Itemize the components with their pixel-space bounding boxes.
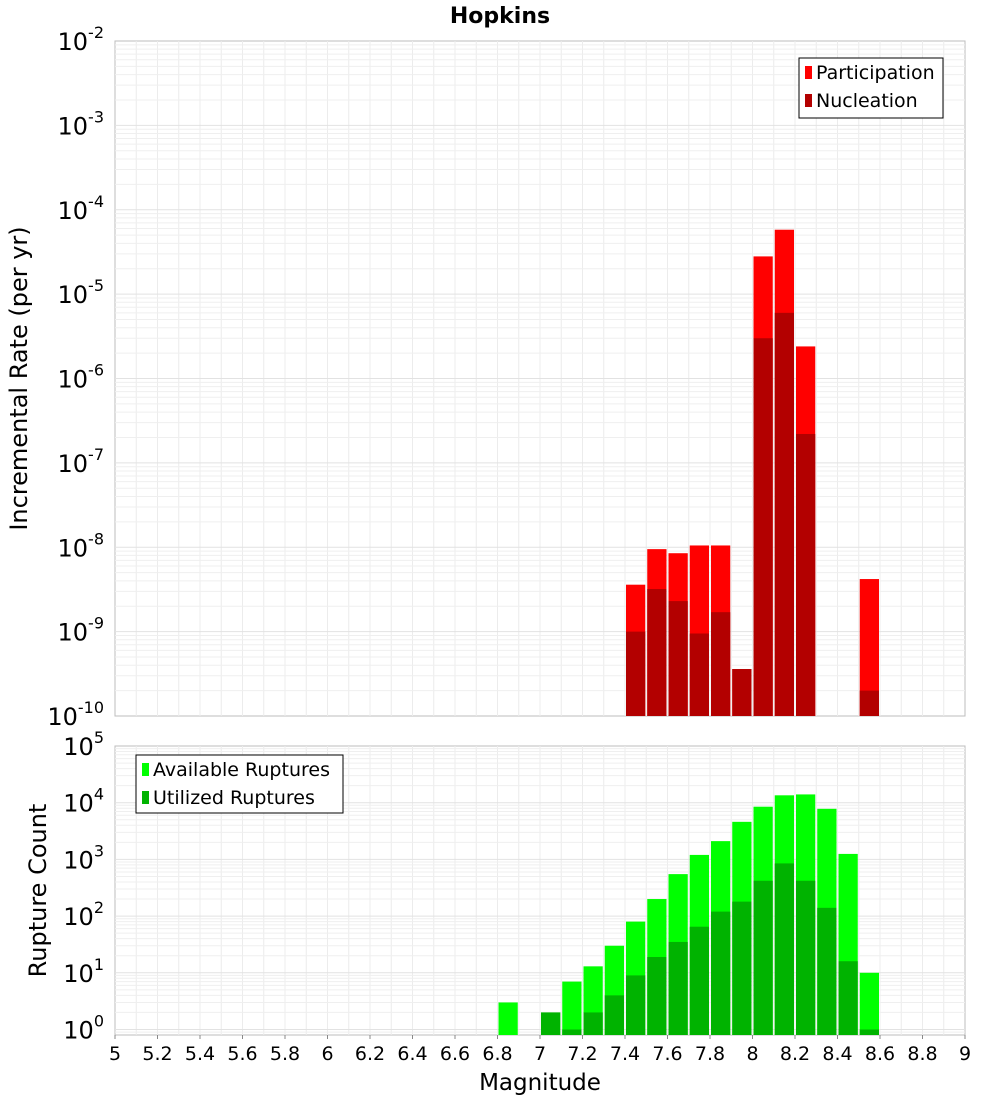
x-tick-label: 6.6 [440, 1043, 470, 1065]
bar-utilized-ruptures [647, 957, 667, 1035]
chart-title: Hopkins [450, 4, 550, 29]
bar-utilized-ruptures [689, 926, 709, 1035]
y-axis-label: Rupture Count [24, 804, 52, 978]
y-tick-label: 10-6 [58, 361, 105, 394]
x-tick-label: 5 [109, 1043, 121, 1065]
rate-panel: 10-10 10-9 10-8 10-7 10-6 10-5 10-4 10-3 10-2 Par… [5, 23, 966, 731]
bar-utilized-ruptures [859, 1029, 879, 1035]
bar-nucleation [626, 631, 646, 717]
bar-utilized-ruptures [796, 880, 816, 1035]
bar-utilized-ruptures [753, 880, 773, 1035]
legend-label: Participation [816, 62, 935, 84]
bar-utilized-ruptures [626, 975, 646, 1035]
x-tick-label: 7.8 [695, 1043, 725, 1065]
x-tick-label: 6.4 [397, 1043, 427, 1065]
legend-label: Nucleation [816, 90, 918, 112]
x-tick-label: 8.6 [865, 1043, 895, 1065]
legend-box [798, 57, 944, 119]
y-tick-label: 10-10 [47, 698, 104, 731]
bar-nucleation [774, 312, 794, 716]
bar-nucleation [668, 601, 688, 716]
legend-swatch [805, 66, 812, 79]
x-tick-label: 7 [534, 1043, 546, 1065]
y-tick-label: 101 [63, 955, 104, 988]
legend-box [135, 754, 344, 814]
x-tick-label: 5.8 [270, 1043, 300, 1065]
bar-utilized-ruptures [541, 1012, 561, 1035]
y-tick-label: 10-9 [58, 614, 105, 647]
bar-participation [859, 579, 879, 716]
bar-nucleation [796, 433, 816, 716]
x-tick-label: 6.8 [482, 1043, 512, 1065]
x-tick-label: 8.2 [780, 1043, 810, 1065]
legend-swatch [805, 94, 812, 107]
x-tick-label: 7.2 [567, 1043, 597, 1065]
bar-utilized-ruptures [604, 995, 624, 1035]
bar-utilized-ruptures [711, 911, 731, 1035]
x-tick-label: 8 [746, 1043, 758, 1065]
y-tick-label: 103 [63, 841, 104, 874]
y-tick-label: 104 [63, 785, 104, 818]
bar-nucleation [711, 612, 731, 716]
y-tick-label: 100 [63, 1012, 104, 1045]
bar-utilized-ruptures [562, 1029, 582, 1035]
bar-nucleation [732, 669, 752, 716]
y-tick-label: 10-7 [58, 445, 105, 478]
bar-nucleation [689, 633, 709, 716]
count-panel: 100 101 102 103 104 105 Available Ruptures Util… [24, 728, 966, 1045]
x-tick-label: 6.2 [355, 1043, 385, 1065]
bar-available-ruptures [859, 972, 879, 1035]
x-tick-label: 7.6 [652, 1043, 682, 1065]
x-axis-label: Magnitude [479, 1070, 601, 1096]
x-tick-label: 5.6 [227, 1043, 257, 1065]
bar-utilized-ruptures [668, 941, 688, 1035]
x-tick-label: 5.2 [142, 1043, 172, 1065]
bar-available-ruptures [498, 1002, 518, 1035]
y-axis-label: Incremental Rate (per yr) [5, 226, 33, 530]
bar-available-ruptures [562, 981, 582, 1035]
legend-label: Available Ruptures [153, 759, 330, 781]
x-tick-label: 8.8 [907, 1043, 937, 1065]
y-tick-label: 10-2 [58, 23, 105, 56]
x-tick-label: 9 [959, 1043, 971, 1065]
bar-utilized-ruptures [732, 901, 752, 1035]
y-tick-label: 102 [63, 898, 104, 931]
y-tick-label: 105 [63, 728, 104, 761]
bar-utilized-ruptures [817, 907, 837, 1035]
bar-nucleation [753, 338, 773, 716]
x-tick-label: 7.4 [610, 1043, 640, 1065]
legend-swatch [142, 791, 149, 804]
bar-nucleation [859, 690, 879, 716]
bar-utilized-ruptures [838, 961, 858, 1035]
y-tick-label: 10-3 [58, 107, 105, 140]
x-tick-label: 5.4 [185, 1043, 215, 1065]
legend-swatch [142, 763, 149, 776]
y-tick-label: 10-4 [58, 192, 105, 225]
x-tick-label: 6 [321, 1043, 333, 1065]
bar-utilized-ruptures [774, 863, 794, 1035]
x-tick-label: 8.4 [822, 1043, 852, 1065]
y-tick-label: 10-5 [58, 276, 105, 309]
legend-label: Utilized Ruptures [153, 787, 315, 809]
y-tick-label: 10-8 [58, 529, 105, 562]
bar-nucleation [647, 589, 667, 716]
bar-utilized-ruptures [583, 1012, 603, 1035]
